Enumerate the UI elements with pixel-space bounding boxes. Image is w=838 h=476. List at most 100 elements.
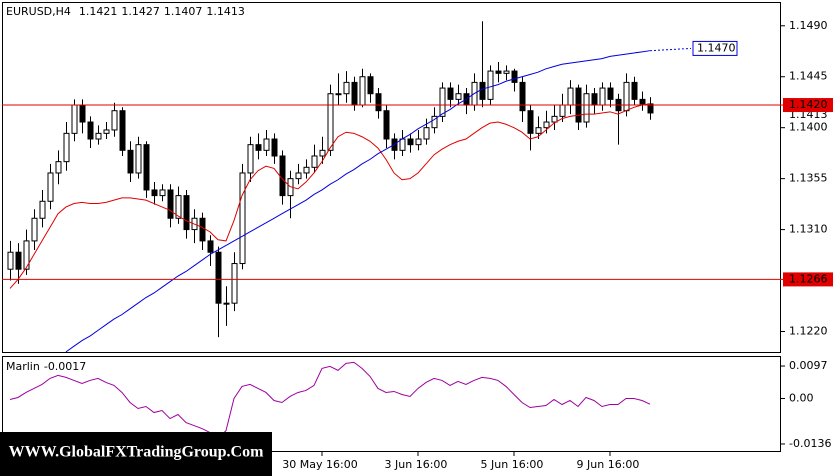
candle-body xyxy=(167,189,174,219)
candle-body xyxy=(343,81,350,95)
level-label: 1.1420 xyxy=(789,98,828,111)
y-tick-label: 1.1445 xyxy=(789,70,828,83)
indicator-line xyxy=(9,361,651,440)
oscillator-plot xyxy=(9,361,651,440)
level-label-box xyxy=(783,272,833,287)
moving-average xyxy=(9,103,651,289)
low-value: 1.1407 xyxy=(164,5,203,18)
candle-body xyxy=(183,195,190,231)
x-tick-label: 9 Jun 16:00 xyxy=(577,458,640,471)
candle-body xyxy=(535,127,542,134)
candle-body xyxy=(423,127,430,140)
y-tick-label: 0.00 xyxy=(789,391,814,404)
candle-body xyxy=(295,172,302,180)
candle-body xyxy=(375,93,382,112)
projection-label-box xyxy=(692,40,738,56)
candle-body xyxy=(143,144,150,191)
candle-body xyxy=(303,166,310,174)
x-tick-label: 3 Jun 16:00 xyxy=(385,458,448,471)
candle-body xyxy=(407,138,414,146)
candle-body xyxy=(135,144,142,174)
x-tick-label: 30 May 16:00 xyxy=(282,458,357,471)
candle-body xyxy=(583,93,590,123)
candle-body xyxy=(15,251,22,270)
y-tick-label: 0.0097 xyxy=(789,359,828,372)
candle-body xyxy=(31,217,38,242)
candle-body xyxy=(263,138,270,151)
y-tick-label: 1.1220 xyxy=(789,324,828,337)
x-tick-label: 5 Jun 16:00 xyxy=(481,458,544,471)
candle-body xyxy=(127,149,134,174)
candle-body xyxy=(223,302,230,305)
candle-body xyxy=(103,129,110,134)
candle-body xyxy=(431,115,438,129)
candle-body xyxy=(351,81,358,106)
main-plot xyxy=(2,21,781,353)
moving-average xyxy=(65,50,651,353)
candle-body xyxy=(367,76,374,95)
indicator-name: Marlin xyxy=(6,360,40,373)
candle-body xyxy=(175,195,182,219)
candle-body xyxy=(39,200,46,219)
candle-body xyxy=(503,70,510,74)
candle-body xyxy=(71,104,78,134)
candle-body xyxy=(455,93,462,100)
watermark-box xyxy=(0,432,272,476)
candle-body xyxy=(7,251,14,270)
candle-body xyxy=(607,87,614,100)
candle-body xyxy=(319,149,326,157)
y-tick-label: 1.1355 xyxy=(789,172,828,185)
level-label: 1.1266 xyxy=(789,272,828,285)
candle-body xyxy=(255,144,262,151)
candle-body xyxy=(567,87,574,106)
candle-body xyxy=(631,81,638,100)
candle-body xyxy=(479,81,486,100)
candle-body xyxy=(159,189,166,197)
candle-body xyxy=(231,263,238,304)
candle-body xyxy=(63,132,70,163)
candle-body xyxy=(247,144,254,174)
candle-body xyxy=(519,81,526,112)
candle-body xyxy=(639,98,646,105)
candle-body xyxy=(87,121,94,140)
level-label-box xyxy=(783,98,833,113)
projection-line xyxy=(649,47,692,52)
axes: 1.1490 1.1445 1.1400 1.1355 1.1310 1.1220 1.14… xyxy=(282,19,833,471)
high-value: 1.1427 xyxy=(121,5,160,18)
candle-body xyxy=(207,240,214,253)
main-panel xyxy=(2,2,781,353)
candle-body xyxy=(111,110,118,131)
candle-body xyxy=(399,138,406,151)
projection-label: 1.1470 xyxy=(697,41,736,54)
candle-body xyxy=(327,93,334,151)
candle-body xyxy=(279,155,286,197)
candle-body xyxy=(623,81,630,112)
candle-body xyxy=(335,93,342,96)
y-tick-label: 1.1310 xyxy=(789,223,828,236)
candle-body xyxy=(311,155,318,168)
candle-body xyxy=(55,161,62,174)
candle-body xyxy=(543,121,550,129)
candle-body xyxy=(239,172,246,265)
candle-body xyxy=(599,87,606,106)
candle-body xyxy=(47,172,54,202)
candle-body xyxy=(95,132,102,140)
candle-body xyxy=(199,217,206,242)
candle-body xyxy=(647,103,654,114)
candle-body xyxy=(527,110,534,134)
candle-body xyxy=(271,138,278,157)
candle-body xyxy=(559,104,566,117)
y-tick-label: 1.1490 xyxy=(789,19,828,32)
open-value: 1.1421 xyxy=(79,5,118,18)
oscillator-header: Marlin -0.0017 xyxy=(6,360,86,373)
indicator-value: -0.0017 xyxy=(44,360,86,373)
candle-body xyxy=(119,110,126,151)
candle-body xyxy=(151,189,158,197)
candle-body xyxy=(415,138,422,146)
candle-body xyxy=(551,115,558,123)
y-tick-label: -0.0136 xyxy=(789,437,831,450)
symbol: EURUSD,H4 xyxy=(6,5,71,18)
candle-body xyxy=(591,93,598,106)
